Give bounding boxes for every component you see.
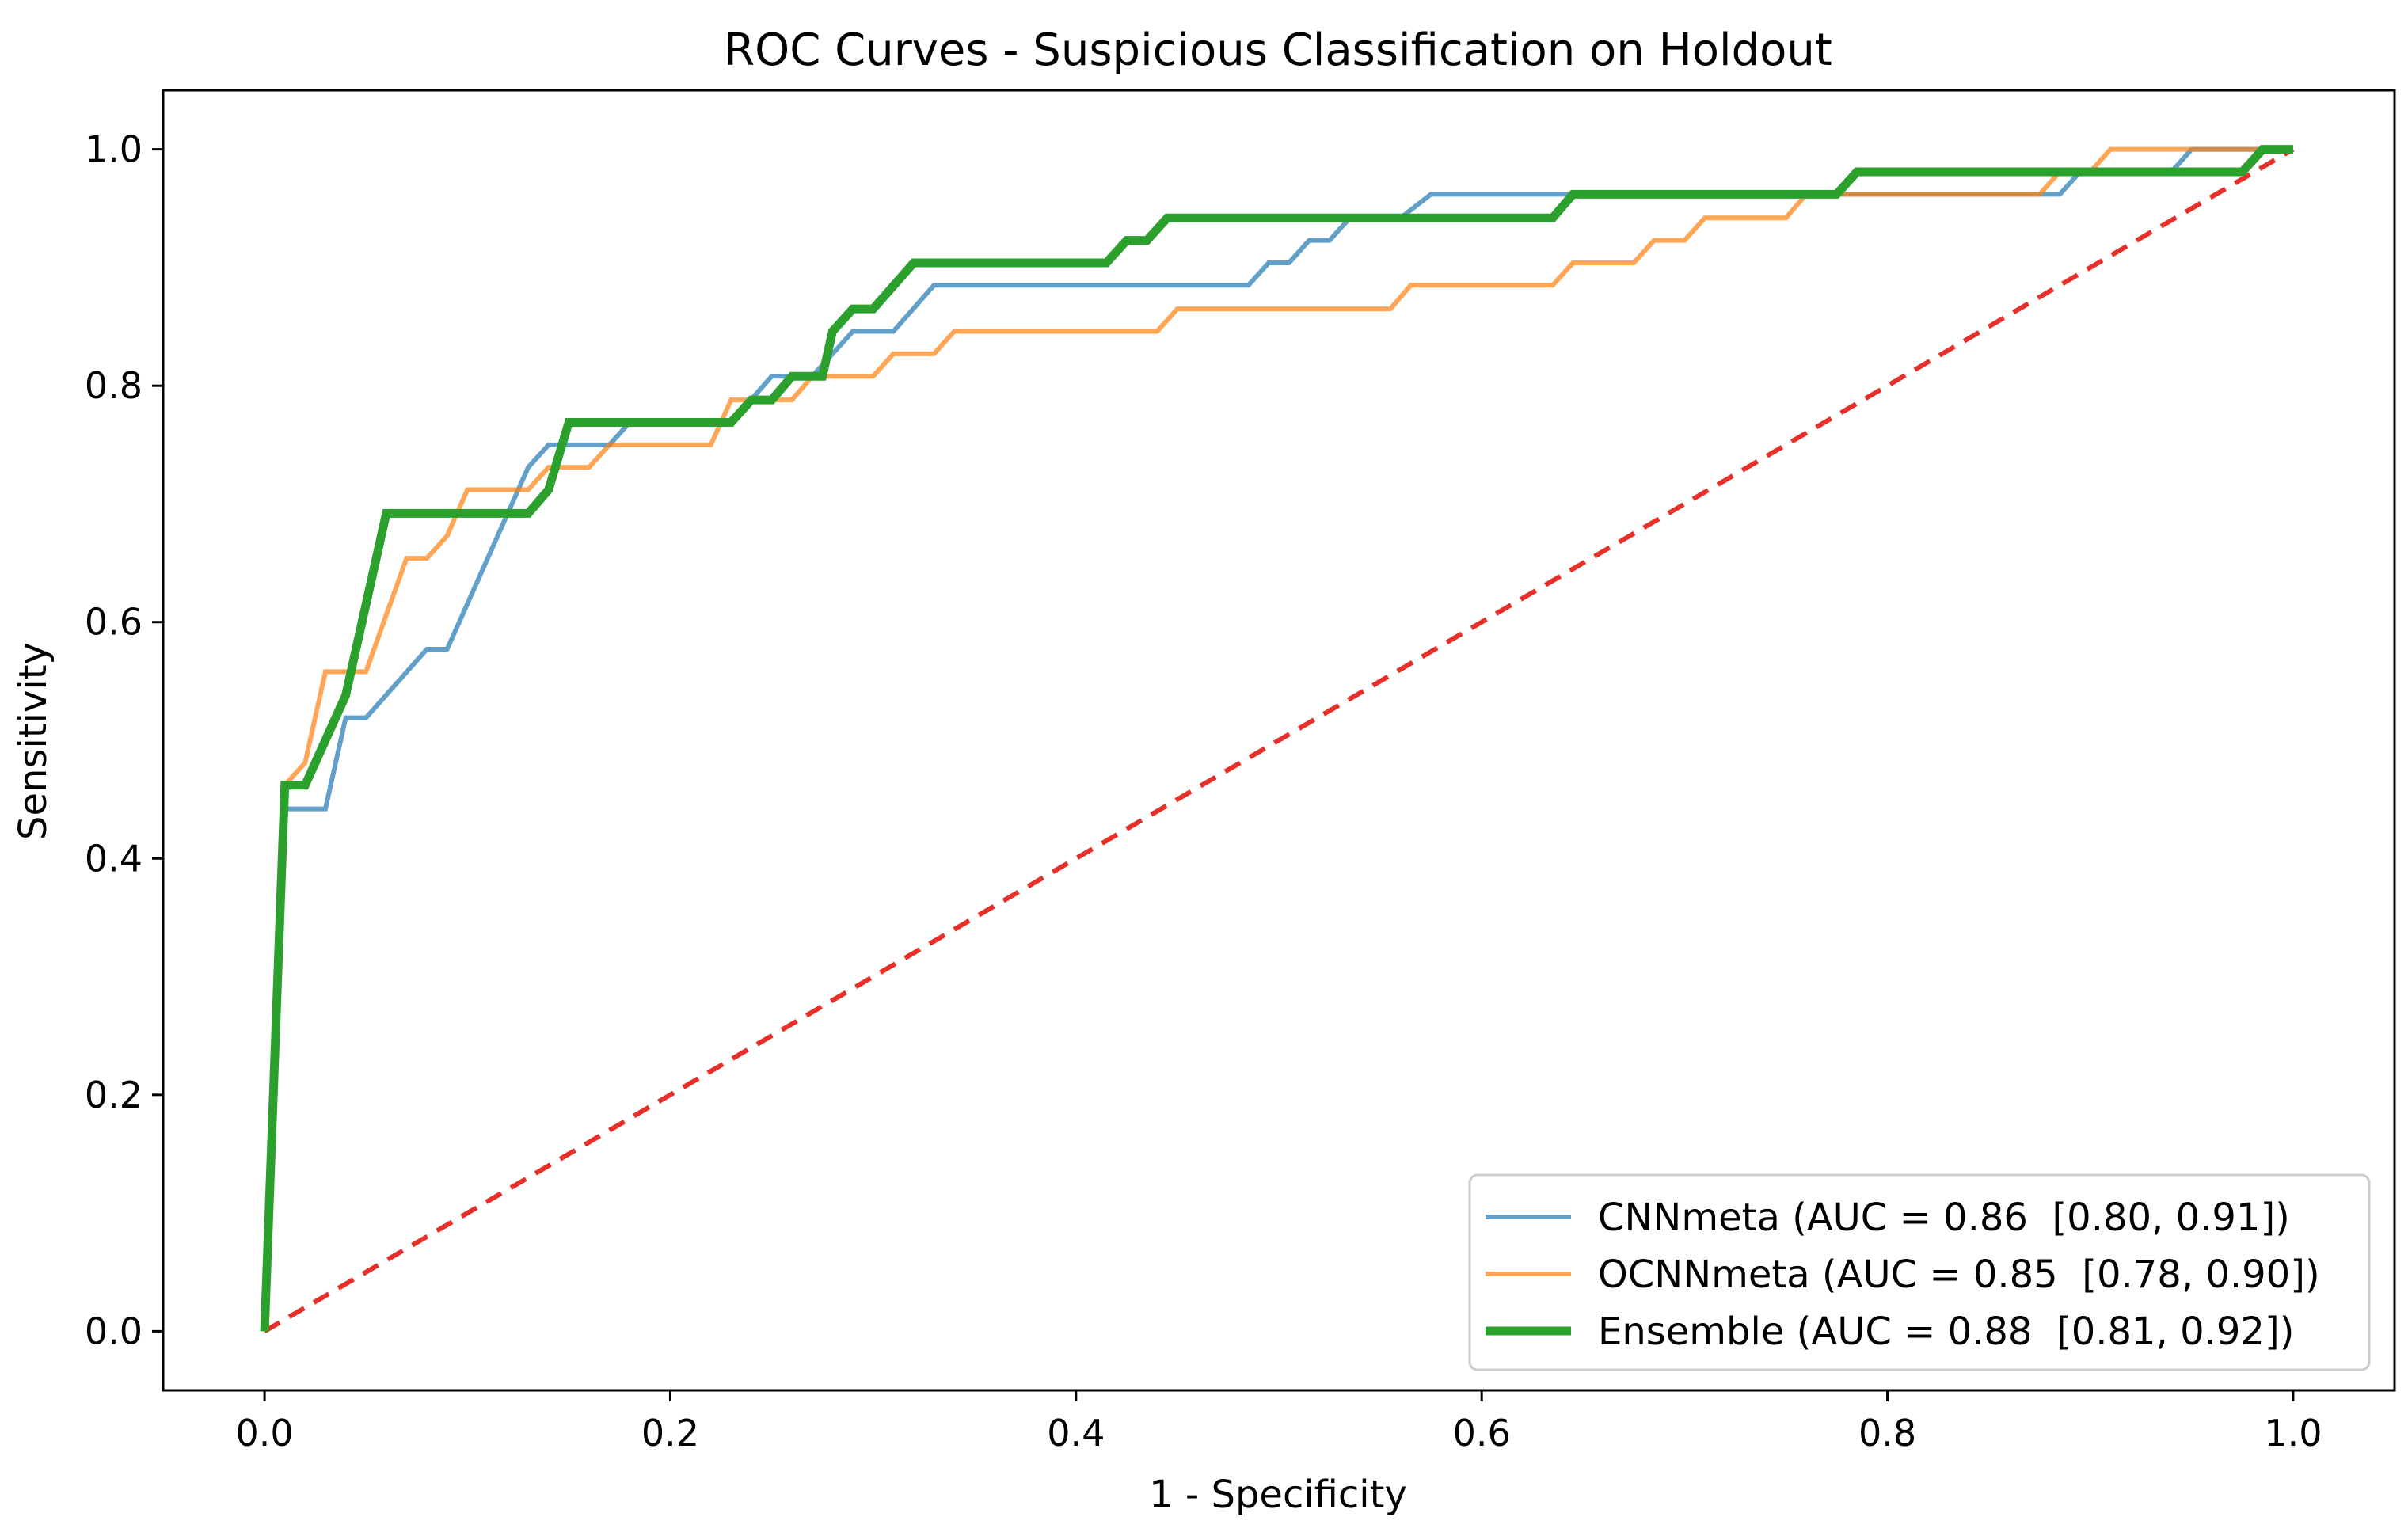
x-tick-label: 1.0 <box>2264 1412 2322 1454</box>
plot-frame <box>162 89 2396 1392</box>
y-tick-label: 0.8 <box>85 364 143 407</box>
x-axis-label: 1 - Specificity <box>1149 1473 1407 1517</box>
x-tick-label: 0.0 <box>236 1412 294 1454</box>
x-axis: 0.0 0.2 0.4 0.6 0.8 1.0 <box>236 1390 2322 1454</box>
legend-label-1: OCNNmeta (AUC = 0.85 [0.78, 0.90]) <box>1598 1253 2320 1297</box>
plot-lines <box>260 145 2295 1333</box>
y-tick-label: 0.2 <box>85 1074 143 1116</box>
y-axis-label: Sensitivity <box>11 642 55 840</box>
chart-title: ROC Curves - Suspicious Classification o… <box>724 25 1832 76</box>
y-tick-label: 0.6 <box>85 601 143 644</box>
legend: CNNmeta (AUC = 0.86 [0.80, 0.91]) OCNNmet… <box>1468 1173 2371 1371</box>
x-tick-label: 0.4 <box>1047 1412 1105 1454</box>
legend-box <box>1468 1173 2371 1371</box>
x-tick-label: 0.2 <box>641 1412 699 1454</box>
series-line-0 <box>262 146 2293 1332</box>
chance-reference-line <box>263 147 2295 1333</box>
y-tick-label: 0.4 <box>85 837 143 880</box>
x-tick-label: 0.6 <box>1453 1412 1511 1454</box>
series-line-1 <box>262 146 2293 1332</box>
y-tick-label: 0.0 <box>85 1310 143 1352</box>
y-tick-label: 1.0 <box>85 128 143 171</box>
legend-label-2: Ensemble (AUC = 0.88 [0.81, 0.92]) <box>1598 1310 2294 1354</box>
legend-label-0: CNNmeta (AUC = 0.86 [0.80, 0.91]) <box>1598 1196 2290 1240</box>
y-axis: 0.0 0.2 0.4 0.6 0.8 1.0 <box>85 128 163 1352</box>
x-tick-label: 0.8 <box>1858 1412 1916 1454</box>
series-line-2 <box>260 145 2293 1332</box>
